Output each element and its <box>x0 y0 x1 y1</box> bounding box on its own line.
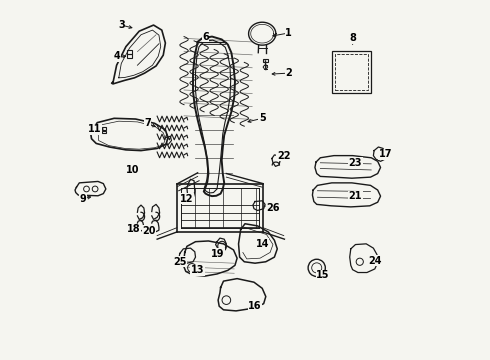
Text: 2: 2 <box>285 68 292 78</box>
Text: 26: 26 <box>266 203 280 213</box>
Text: 13: 13 <box>191 265 204 275</box>
Bar <box>101 131 106 134</box>
Bar <box>101 127 106 130</box>
Text: 5: 5 <box>259 113 266 123</box>
Text: 6: 6 <box>202 32 209 41</box>
Bar <box>127 50 132 54</box>
Bar <box>263 59 269 62</box>
Text: 16: 16 <box>248 301 262 311</box>
Text: 25: 25 <box>173 257 187 267</box>
Bar <box>127 54 132 58</box>
Text: 23: 23 <box>349 158 362 168</box>
Text: 20: 20 <box>142 226 156 236</box>
Text: 14: 14 <box>255 239 269 249</box>
Text: 18: 18 <box>127 225 141 234</box>
Text: 3: 3 <box>118 20 124 30</box>
Text: 8: 8 <box>349 33 356 43</box>
Text: 15: 15 <box>317 270 330 280</box>
Text: 7: 7 <box>144 118 151 128</box>
Text: 24: 24 <box>368 256 382 266</box>
Text: 17: 17 <box>379 149 392 159</box>
Bar <box>332 51 370 93</box>
Bar <box>335 54 368 90</box>
Text: 22: 22 <box>277 150 291 161</box>
Text: 1: 1 <box>285 28 292 38</box>
Text: 11: 11 <box>88 124 102 134</box>
Text: 12: 12 <box>180 194 194 204</box>
Text: 19: 19 <box>211 248 225 258</box>
Text: 10: 10 <box>126 165 140 175</box>
Text: 21: 21 <box>349 191 362 201</box>
Text: 4: 4 <box>114 51 121 61</box>
Text: 9: 9 <box>79 194 86 204</box>
